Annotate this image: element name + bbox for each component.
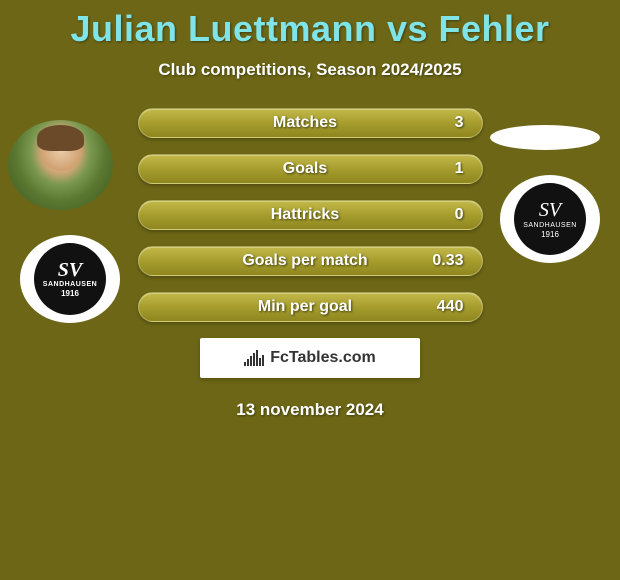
club-badge-year: 1916 bbox=[541, 230, 559, 239]
stat-label: Matches bbox=[197, 114, 414, 132]
stat-value: 0 bbox=[414, 206, 464, 224]
stat-row: Goals1 bbox=[138, 154, 483, 184]
club-badge-year: 1916 bbox=[61, 290, 79, 299]
club-badge-name: SANDHAUSEN bbox=[523, 222, 577, 229]
stat-row: Hattricks0 bbox=[138, 200, 483, 230]
stat-label: Hattricks bbox=[197, 206, 414, 224]
stat-row: Matches3 bbox=[138, 108, 483, 138]
stat-row: Min per goal440 bbox=[138, 292, 483, 322]
stat-value: 440 bbox=[414, 298, 464, 316]
player-right-club-badge: SV SANDHAUSEN 1916 bbox=[500, 175, 600, 263]
stat-row: Goals per match0.33 bbox=[138, 246, 483, 276]
player-left-club-badge: SV SANDHAUSEN 1916 bbox=[20, 235, 120, 323]
stat-label: Min per goal bbox=[197, 298, 414, 316]
stat-value: 0.33 bbox=[414, 252, 464, 270]
club-badge-sv: SV bbox=[58, 259, 82, 281]
page-subtitle: Club competitions, Season 2024/2025 bbox=[0, 60, 620, 80]
chart-bars-icon bbox=[244, 350, 264, 366]
page-title: Julian Luettmann vs Fehler bbox=[0, 0, 620, 50]
stat-value: 3 bbox=[414, 114, 464, 132]
stat-label: Goals bbox=[197, 160, 414, 178]
stat-label: Goals per match bbox=[197, 252, 414, 270]
club-badge-sv: SV bbox=[539, 199, 561, 222]
player-left-avatar bbox=[8, 120, 113, 210]
stat-value: 1 bbox=[414, 160, 464, 178]
watermark-badge: FcTables.com bbox=[200, 338, 420, 378]
club-badge-name: SANDHAUSEN bbox=[43, 281, 97, 289]
player-right-avatar-placeholder bbox=[490, 125, 600, 150]
watermark-text: FcTables.com bbox=[270, 349, 376, 367]
stats-list: Matches3Goals1Hattricks0Goals per match0… bbox=[138, 108, 483, 322]
date-text: 13 november 2024 bbox=[0, 400, 620, 420]
